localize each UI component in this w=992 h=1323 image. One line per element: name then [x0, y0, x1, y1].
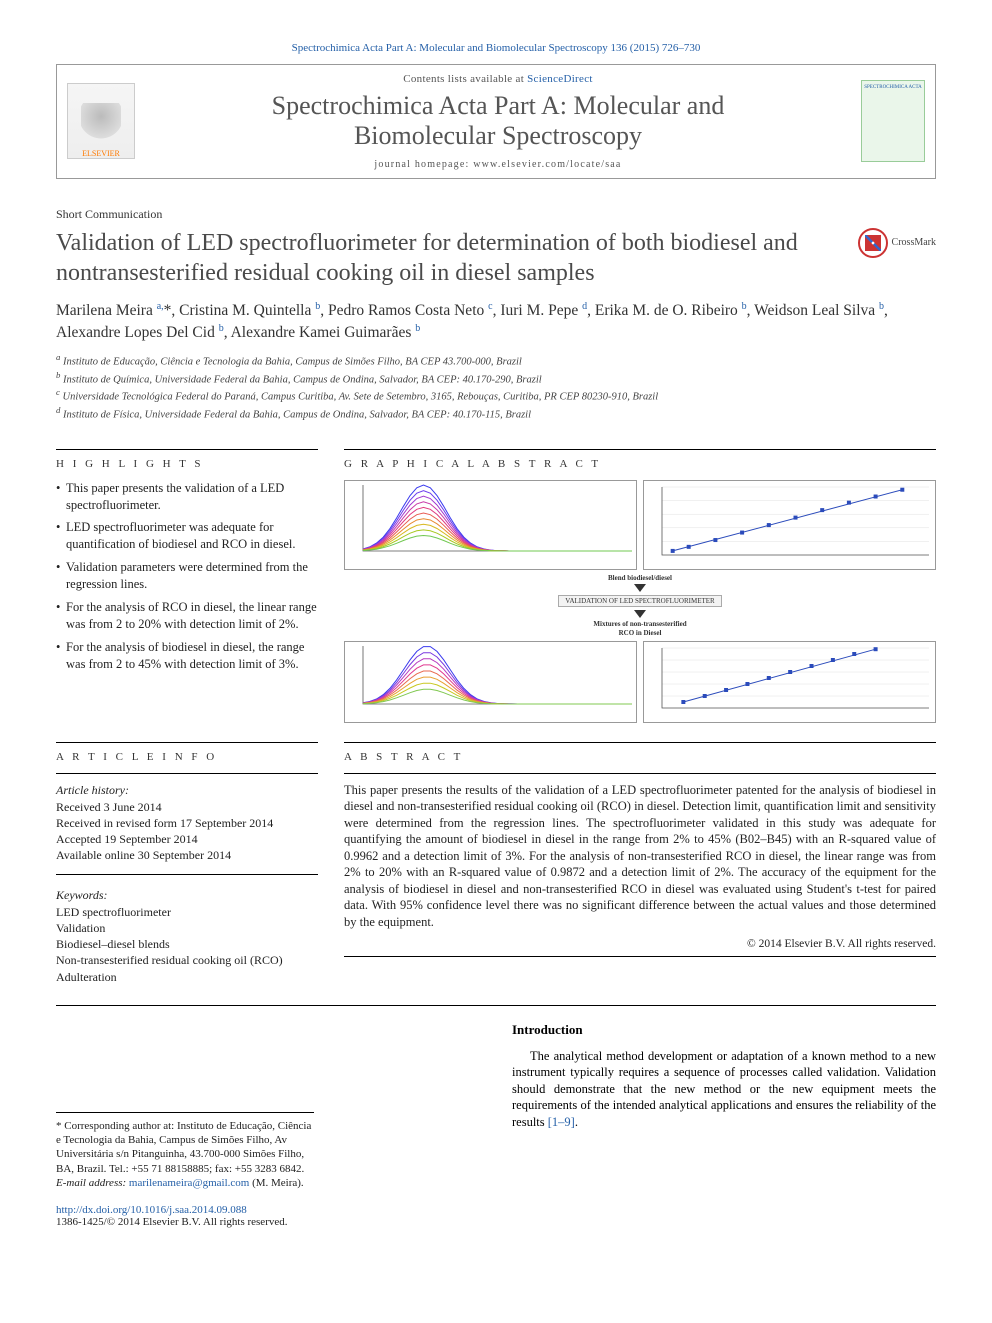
highlight-item: LED spectrofluorimeter was adequate for … — [56, 519, 318, 553]
rule — [56, 449, 318, 450]
reference-link[interactable]: [1–9] — [548, 1115, 575, 1129]
rule — [344, 773, 936, 774]
journal-header: ELSEVIER Contents lists available at Sci… — [56, 64, 936, 179]
elsevier-tree-icon — [81, 103, 121, 147]
history-date: Received in revised form 17 September 20… — [56, 815, 318, 831]
doi-block: http://dx.doi.org/10.1016/j.saa.2014.09.… — [56, 1204, 486, 1228]
contents-line: Contents lists available at ScienceDirec… — [145, 73, 851, 85]
keyword-item: Validation — [56, 920, 318, 936]
keyword-item: Biodiesel–diesel blends — [56, 936, 318, 952]
abstract-text: This paper presents the results of the v… — [344, 782, 936, 931]
email-label: E-mail address: — [56, 1177, 129, 1189]
rule — [56, 773, 318, 774]
highlight-item: For the analysis of biodiesel in diesel,… — [56, 639, 318, 673]
graphical-abstract-heading: G R A P H I C A L A B S T R A C T — [344, 458, 936, 470]
calibration-plot — [644, 642, 935, 718]
graphical-abstract-figure: Blend biodiesel/dieselVALIDATION OF LED … — [344, 480, 936, 716]
crossmark-badge[interactable]: CrossMark — [858, 228, 936, 258]
authors-list: Marilena Meira a,*, Cristina M. Quintell… — [56, 300, 936, 344]
keyword-item: LED spectrofluorimeter — [56, 904, 318, 920]
intro-text-span: The analytical method development or ada… — [512, 1049, 936, 1129]
introduction-heading: Introduction — [512, 1022, 936, 1038]
ga-panel-spectrum — [344, 480, 637, 570]
footnotes: * Corresponding author at: Instituto de … — [56, 1112, 314, 1190]
issn-copyright: 1386-1425/© 2014 Elsevier B.V. All right… — [56, 1216, 288, 1228]
contents-prefix: Contents lists available at — [403, 73, 527, 85]
journal-name-line1: Spectrochimica Acta Part A: Molecular an… — [272, 91, 725, 120]
journal-homepage: journal homepage: www.elsevier.com/locat… — [145, 159, 851, 170]
introduction-paragraph: The analytical method development or ada… — [512, 1048, 936, 1131]
history-date: Received 3 June 2014 — [56, 799, 318, 815]
highlights-list: This paper presents the validation of a … — [56, 480, 318, 673]
highlight-item: This paper presents the validation of a … — [56, 480, 318, 514]
rule — [344, 956, 936, 957]
keywords-label: Keywords: — [56, 887, 318, 903]
journal-name: Spectrochimica Acta Part A: Molecular an… — [145, 91, 851, 151]
article-info: Article history: Received 3 June 2014Rec… — [56, 782, 318, 985]
ga-panel-linear — [643, 480, 936, 570]
rule — [344, 449, 936, 450]
ga-panel-linear — [643, 641, 936, 723]
doi-link[interactable]: http://dx.doi.org/10.1016/j.saa.2014.09.… — [56, 1204, 247, 1216]
affiliation-line: c Universidade Tecnológica Federal do Pa… — [56, 387, 936, 405]
sciencedirect-link[interactable]: ScienceDirect — [527, 73, 593, 85]
email-owner: (M. Meira). — [249, 1177, 303, 1189]
history-label: Article history: — [56, 782, 318, 798]
highlight-item: Validation parameters were determined fr… — [56, 559, 318, 593]
email-link[interactable]: marilenameira@gmail.com — [129, 1177, 249, 1189]
crossmark-label: CrossMark — [892, 237, 936, 248]
calibration-plot — [644, 481, 935, 565]
ga-middle-labels: Blend biodiesel/dieselVALIDATION OF LED … — [344, 574, 936, 638]
full-width-rule — [56, 1005, 936, 1006]
corresponding-author: * Corresponding author at: Instituto de … — [56, 1119, 314, 1176]
keyword-item: Adulteration — [56, 969, 318, 985]
publisher-name: ELSEVIER — [82, 149, 120, 158]
rule — [344, 742, 936, 743]
affiliation-line: a Instituto de Educação, Ciência e Tecno… — [56, 352, 936, 370]
article-info-heading: A R T I C L E I N F O — [56, 751, 318, 763]
crossmark-icon — [858, 228, 888, 258]
rule — [56, 742, 318, 743]
history-date: Accepted 19 September 2014 — [56, 831, 318, 847]
elsevier-logo: ELSEVIER — [67, 83, 135, 159]
history-date: Available online 30 September 2014 — [56, 847, 318, 863]
affiliations: a Instituto de Educação, Ciência e Tecno… — [56, 352, 936, 423]
affiliation-line: b Instituto de Química, Universidade Fed… — [56, 370, 936, 388]
ga-panel-spectrum — [344, 641, 637, 723]
abstract-heading: A B S T R A C T — [344, 751, 936, 763]
journal-cover-thumb: SPECTROCHIMICA ACTA — [861, 80, 925, 162]
rule — [56, 874, 318, 875]
journal-name-line2: Biomolecular Spectroscopy — [354, 121, 642, 150]
highlights-heading: H I G H L I G H T S — [56, 458, 318, 470]
citation-line: Spectrochimica Acta Part A: Molecular an… — [56, 42, 936, 54]
highlight-item: For the analysis of RCO in diesel, the l… — [56, 599, 318, 633]
affiliation-line: d Instituto de Física, Universidade Fede… — [56, 405, 936, 423]
copyright-line: © 2014 Elsevier B.V. All rights reserved… — [344, 938, 936, 950]
article-type: Short Communication — [56, 207, 936, 222]
keyword-item: Non-transesterified residual cooking oil… — [56, 952, 318, 968]
article-title: Validation of LED spectrofluorimeter for… — [56, 228, 844, 288]
spectrum-plot — [345, 481, 636, 561]
spectrum-plot — [345, 642, 636, 714]
